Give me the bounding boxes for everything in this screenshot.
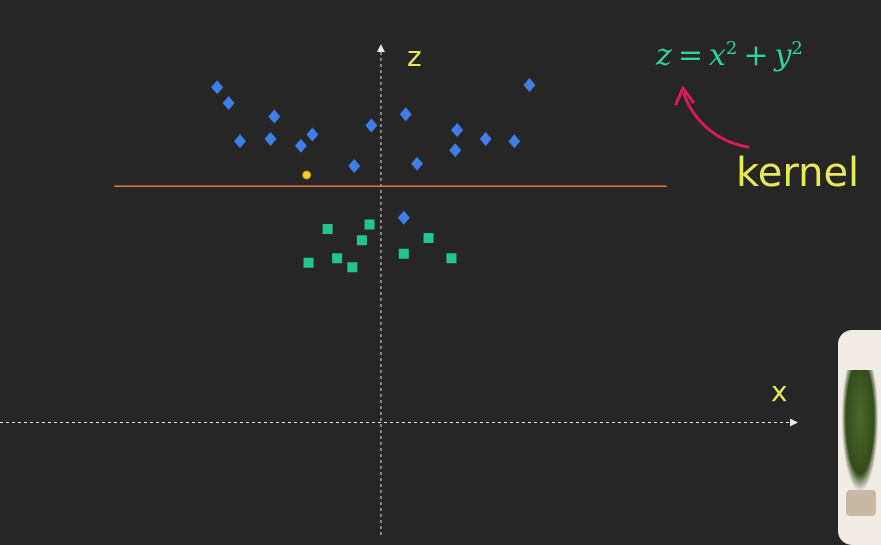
webcam-overlay [838, 330, 881, 545]
data-point-diamond [523, 78, 536, 92]
data-point-square [347, 262, 358, 273]
z-axis-label: z [407, 40, 422, 73]
kernel-arrowhead [674, 86, 695, 106]
formula-x-exponent: 2 [725, 38, 738, 59]
kernel-arrow [682, 92, 750, 149]
data-point-diamond [348, 159, 361, 173]
x-axis-arrowhead [790, 418, 798, 427]
data-point-diamond [479, 132, 492, 146]
data-point-square [446, 253, 457, 264]
points-group [211, 78, 536, 273]
axes-group [0, 44, 798, 535]
data-point-diamond [264, 132, 277, 146]
formula-equals: = [677, 38, 703, 73]
data-point-square [398, 248, 409, 259]
data-point-square [332, 253, 343, 264]
z-axis-arrowhead [376, 44, 385, 52]
formula-lhs: z [656, 38, 672, 73]
data-point-diamond [268, 109, 281, 124]
formula-x: x [708, 38, 726, 73]
data-point-square [423, 233, 434, 243]
data-point-diamond [234, 134, 246, 149]
data-point-diamond [306, 127, 319, 142]
data-point-diamond [211, 80, 224, 95]
data-point-diamond [222, 96, 235, 110]
plant-pot-image [846, 490, 876, 516]
formula-plus: + [743, 38, 769, 73]
data-point-diamond [365, 118, 378, 133]
data-point-diamond [399, 107, 412, 122]
data-point-diamond [451, 123, 464, 137]
data-point-diamond [397, 210, 410, 225]
data-point-diamond [449, 143, 462, 158]
plant-image [842, 370, 878, 490]
data-point-diamond [411, 156, 424, 171]
data-point-square [322, 224, 333, 234]
data-point-diamond [294, 138, 307, 153]
kernel-label: kernel [736, 150, 860, 196]
kernel-formula: z = x2 + y2 [656, 38, 803, 73]
x-axis-label: x [771, 375, 788, 408]
data-point-square [364, 219, 375, 230]
data-point-circle [302, 170, 312, 180]
data-point-diamond [508, 134, 521, 149]
data-point-square [303, 257, 314, 268]
data-point-square [356, 235, 367, 246]
formula-y: y [774, 38, 792, 73]
formula-y-exponent: 2 [791, 38, 803, 59]
